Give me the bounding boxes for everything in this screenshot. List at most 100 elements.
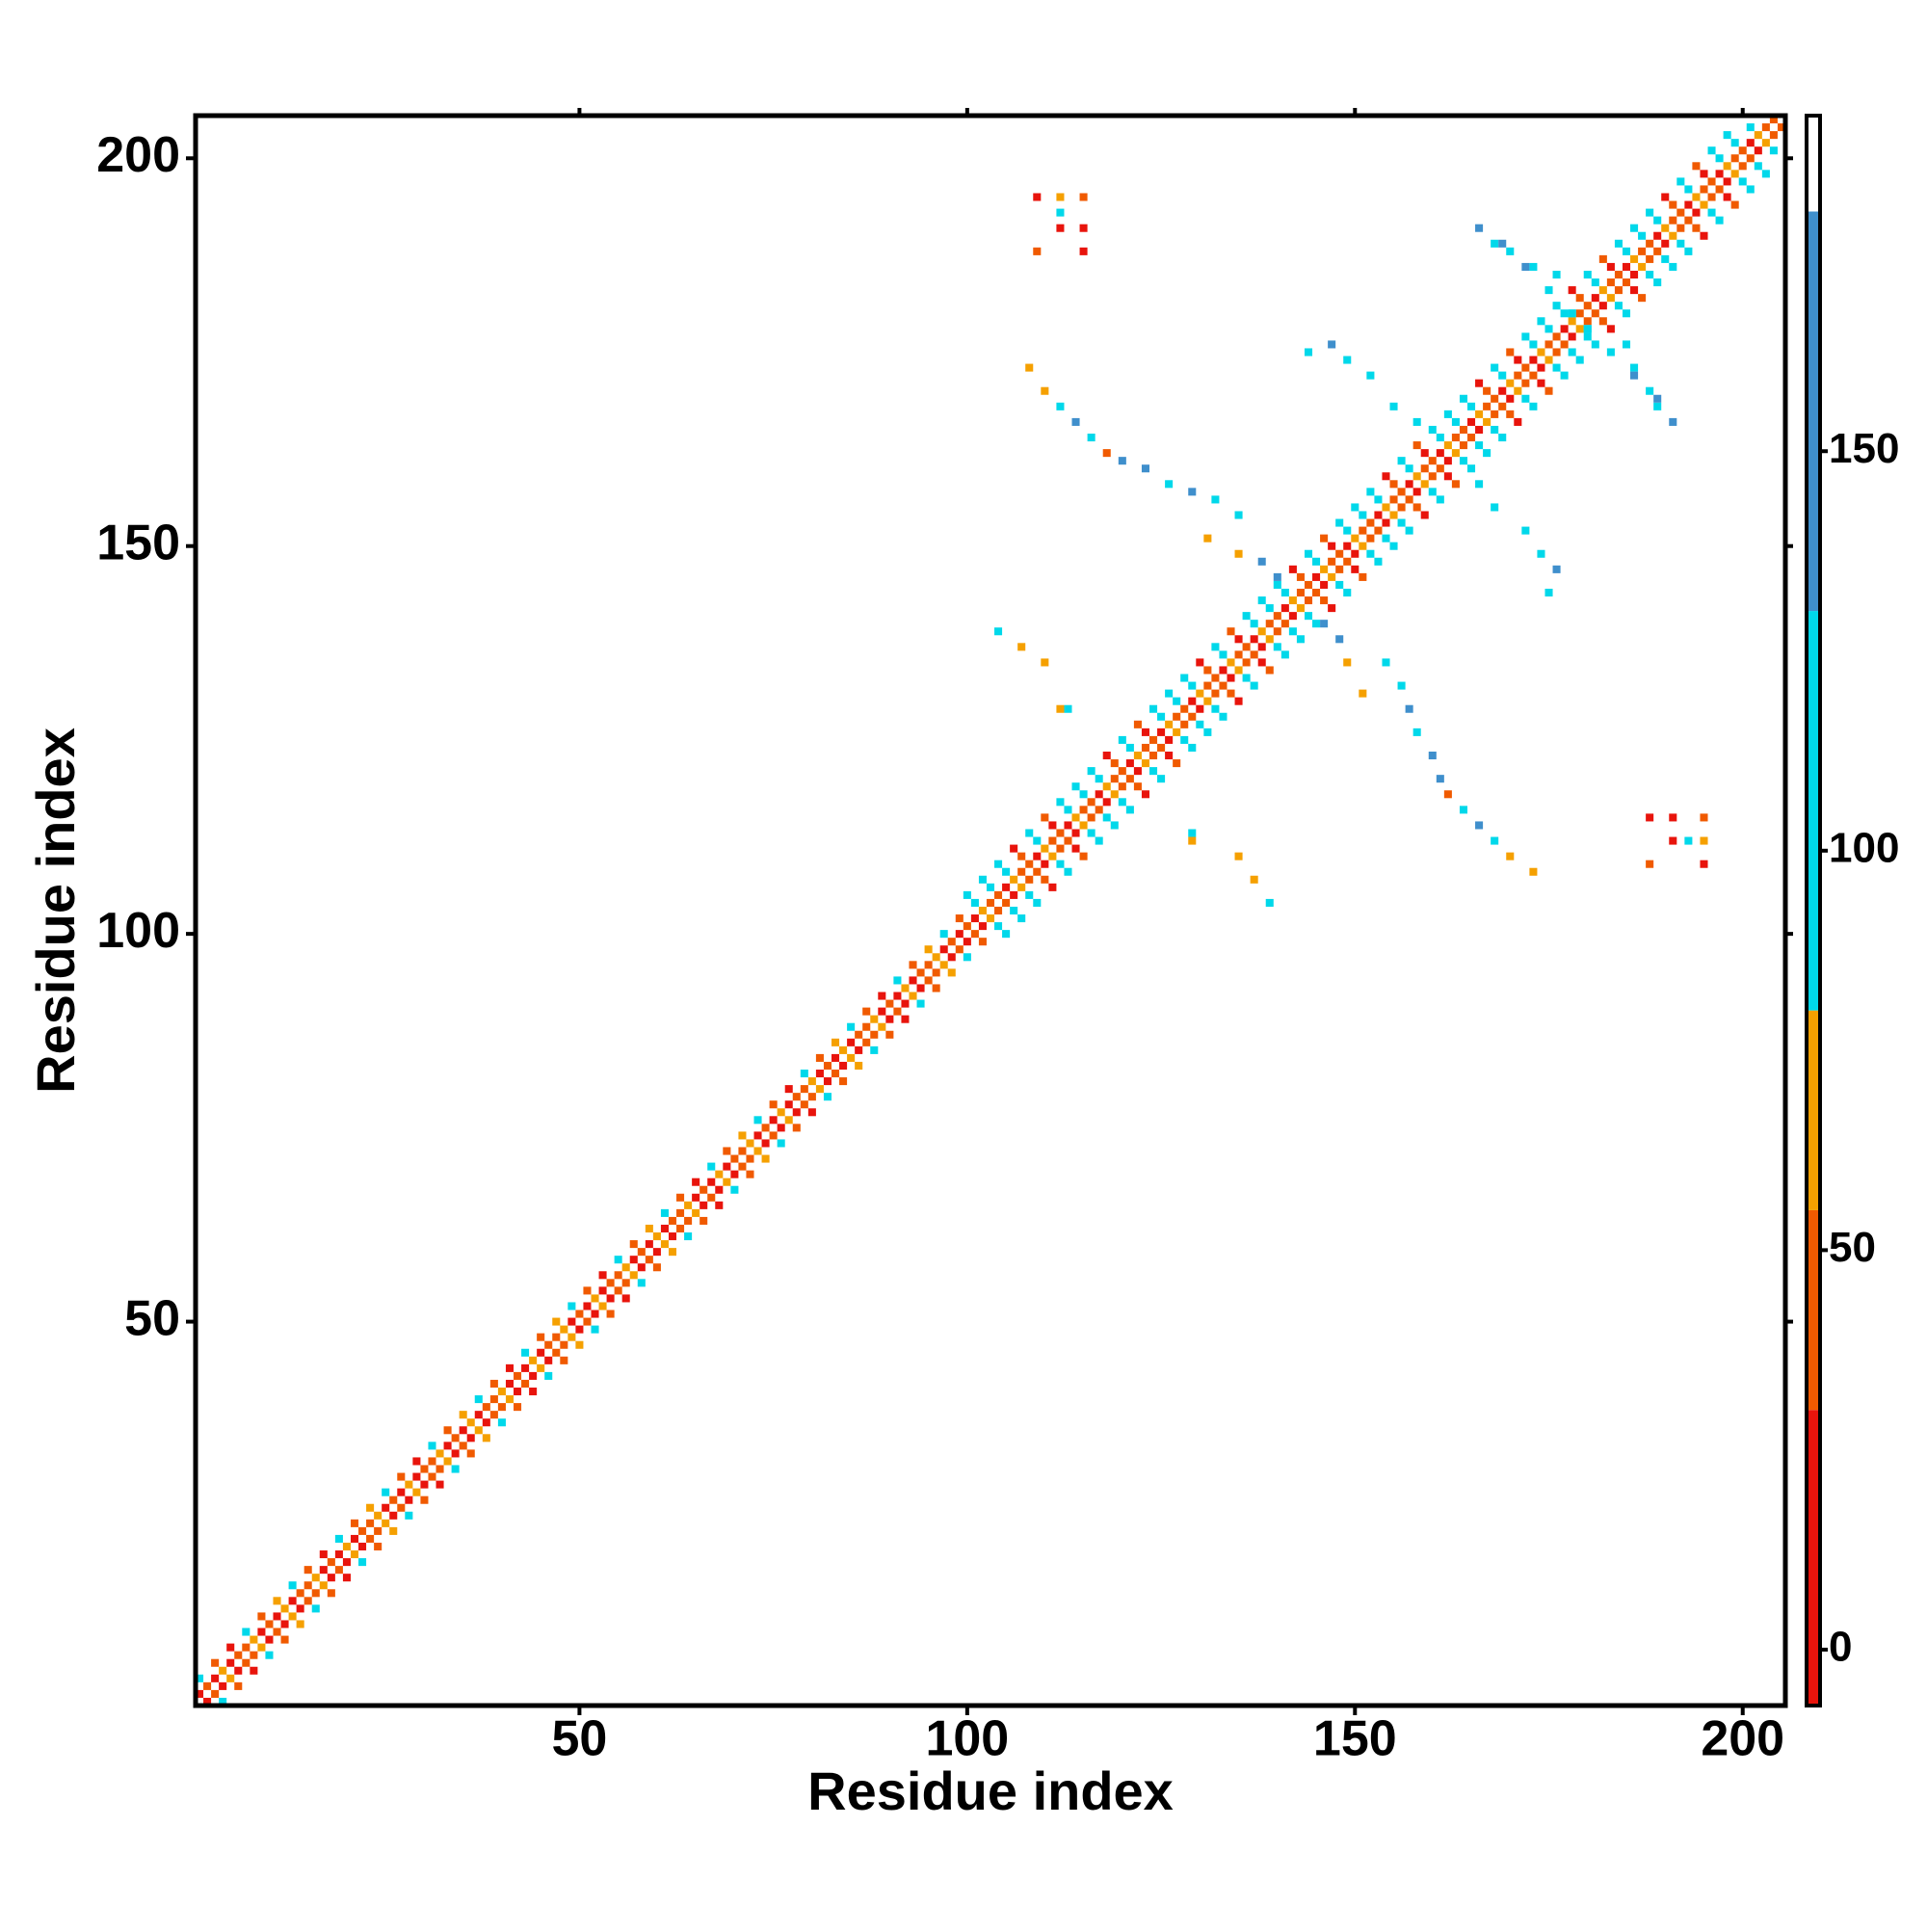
heatmap-cell [1669, 836, 1677, 845]
heatmap-cell [939, 961, 948, 969]
heatmap-cell [1598, 302, 1607, 310]
heatmap-cell [1537, 363, 1545, 372]
heatmap-cell [1071, 844, 1080, 853]
heatmap-cell [1653, 247, 1662, 255]
heatmap-cell [1102, 813, 1111, 822]
heatmap-cell [614, 1256, 622, 1264]
heatmap-cell [1227, 674, 1235, 682]
heatmap-cell [327, 1574, 335, 1582]
heatmap-cell [978, 922, 987, 931]
heatmap-cell [382, 1488, 390, 1496]
heatmap-cell [847, 1053, 856, 1062]
heatmap-cell [939, 930, 948, 939]
heatmap-cell [1265, 666, 1274, 675]
heatmap-cell [265, 1651, 274, 1659]
heatmap-cell [1242, 612, 1251, 621]
heatmap-cell [1273, 580, 1281, 589]
heatmap-cell [1715, 216, 1724, 225]
heatmap-cell [489, 1379, 498, 1388]
heatmap-cell [1436, 495, 1444, 504]
heatmap-cell [1746, 154, 1755, 163]
heatmap-cell [1521, 363, 1530, 372]
heatmap-cell [428, 1442, 436, 1450]
heatmap-cell [568, 1302, 576, 1310]
heatmap-cell [1405, 495, 1413, 504]
heatmap-cell [342, 1558, 351, 1567]
heatmap-cell [1646, 860, 1654, 868]
heatmap-cell [1188, 712, 1197, 721]
heatmap-cell [537, 1348, 545, 1357]
heatmap-cell [1125, 806, 1134, 814]
heatmap-cell [1598, 317, 1607, 326]
heatmap-cell [1537, 317, 1545, 326]
heatmap-cell [1203, 728, 1212, 736]
heatmap-cell [374, 1511, 383, 1520]
heatmap-cell [350, 1519, 359, 1527]
heatmap-cell [1304, 348, 1313, 357]
heatmap-cell [1552, 363, 1561, 372]
heatmap-cell [800, 1085, 808, 1094]
heatmap-cell [1141, 759, 1149, 768]
heatmap-cell [1079, 224, 1088, 232]
heatmap-cell [885, 999, 894, 1008]
heatmap-cell [1630, 254, 1639, 263]
heatmap-cell [1219, 666, 1227, 675]
heatmap-cell [847, 1038, 856, 1046]
heatmap-cell [366, 1503, 375, 1512]
heatmap-cell [575, 1340, 584, 1349]
heatmap-cell [374, 1526, 383, 1535]
heatmap-cell [1475, 410, 1484, 418]
heatmap-cell [1514, 356, 1522, 364]
heatmap-cell [591, 1310, 599, 1318]
heatmap-cell [1630, 224, 1639, 232]
heatmap-cell [552, 1317, 561, 1326]
heatmap-cell [715, 1201, 724, 1209]
heatmap-cell [1405, 704, 1413, 713]
heatmap-cell [1761, 170, 1770, 178]
heatmap-cell [1312, 588, 1321, 597]
heatmap-cell [1141, 790, 1149, 799]
heatmap-cell [1591, 294, 1599, 303]
heatmap-cell [1288, 596, 1297, 605]
heatmap-cell [1568, 332, 1576, 341]
heatmap-cell [1002, 867, 1011, 876]
heatmap-cell [288, 1612, 297, 1621]
heatmap-cell [963, 938, 971, 946]
heatmap-cell [1420, 511, 1429, 519]
heatmap-cell [1591, 278, 1599, 287]
heatmap-cell [250, 1666, 258, 1675]
heatmap-cell [1359, 542, 1367, 550]
heatmap-cell [280, 1635, 289, 1644]
heatmap-cell [1173, 728, 1181, 736]
heatmap-cell [1676, 208, 1685, 217]
heatmap-cell [878, 992, 886, 1000]
colorbar-band [1807, 1410, 1820, 1706]
heatmap-cell [482, 1418, 490, 1427]
heatmap-cell [1095, 775, 1103, 783]
colorbar-tick-label: 50 [1829, 1224, 1876, 1271]
heatmap-cell [1002, 898, 1011, 907]
heatmap-cell [637, 1248, 646, 1257]
heatmap-cell [397, 1488, 406, 1496]
heatmap-cell [1606, 278, 1615, 287]
heatmap-cell [1087, 767, 1095, 776]
heatmap-cell [1498, 386, 1507, 395]
heatmap-cell [614, 1286, 622, 1295]
heatmap-cell [955, 930, 964, 939]
heatmap-cell [730, 1185, 739, 1194]
heatmap-cell [715, 1170, 724, 1178]
heatmap-cell [955, 945, 964, 954]
heatmap-cell [629, 1256, 638, 1264]
heatmap-cell [1343, 658, 1352, 667]
heatmap-cell [606, 1310, 615, 1318]
heatmap-cell [1483, 386, 1491, 395]
heatmap-cell [1700, 231, 1708, 240]
heatmap-cell [273, 1612, 281, 1621]
heatmap-cell [412, 1472, 421, 1481]
heatmap-cell [1491, 239, 1499, 248]
heatmap-cell [1265, 604, 1274, 613]
heatmap-cell [1157, 743, 1166, 752]
heatmap-cell [1412, 488, 1421, 496]
heatmap-cell [521, 1379, 530, 1388]
heatmap-cell [1173, 759, 1181, 768]
